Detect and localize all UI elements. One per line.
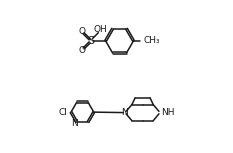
- Text: OH: OH: [94, 25, 107, 34]
- Text: N: N: [121, 108, 128, 117]
- Text: N: N: [71, 119, 78, 128]
- Text: Cl: Cl: [59, 108, 68, 117]
- Text: NH: NH: [161, 108, 175, 117]
- Text: O: O: [78, 27, 85, 36]
- Text: CH₃: CH₃: [143, 36, 160, 45]
- Text: S: S: [88, 36, 95, 46]
- Text: O: O: [78, 46, 85, 55]
